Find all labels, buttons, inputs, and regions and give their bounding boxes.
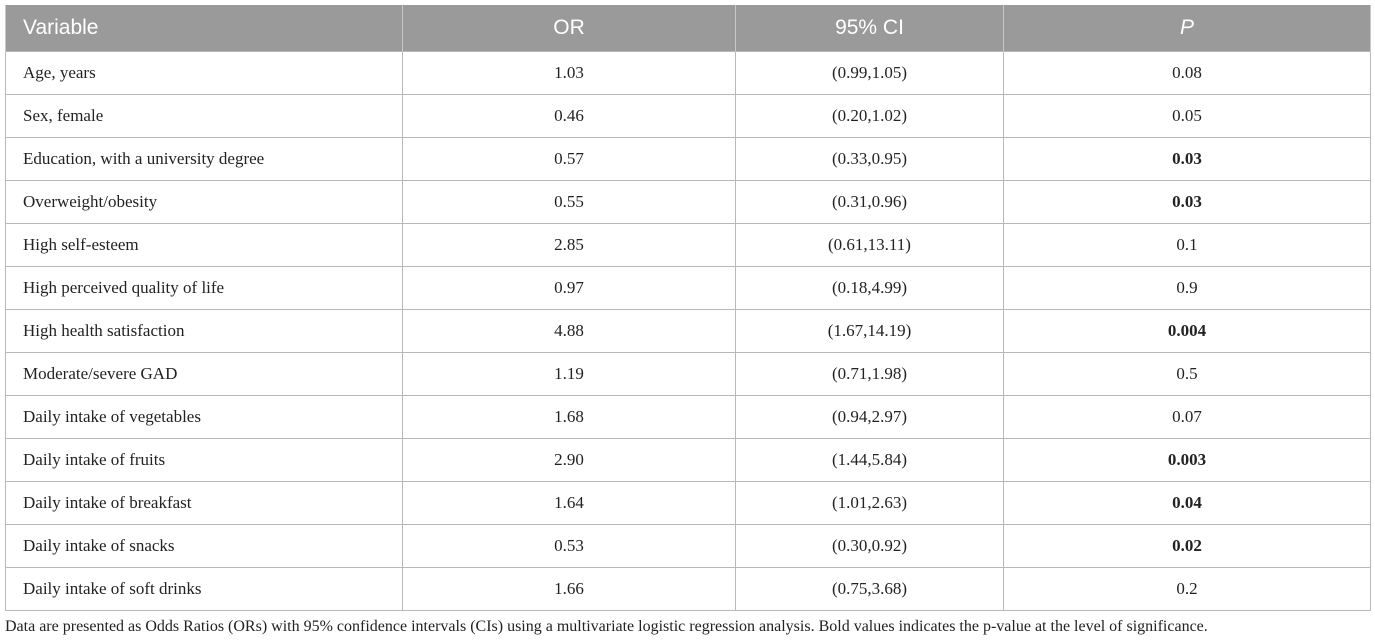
table-row: High perceived quality of life 0.97 (0.18,… (5, 266, 1371, 310)
cell-ci: (0.71,1.98) (735, 352, 1004, 396)
cell-ci: (0.99,1.05) (735, 51, 1004, 95)
header-p: P (1003, 5, 1371, 52)
cell-p: 0.03 (1003, 137, 1371, 181)
cell-ci: (0.30,0.92) (735, 524, 1004, 568)
cell-or: 1.19 (402, 352, 736, 396)
table-row: Overweight/obesity 0.55 (0.31,0.96) 0.03 (5, 180, 1371, 224)
cell-p: 0.08 (1003, 51, 1371, 95)
cell-or: 2.85 (402, 223, 736, 267)
cell-p: 0.2 (1003, 567, 1371, 611)
cell-variable: High self-esteem (5, 223, 403, 267)
cell-or: 1.68 (402, 395, 736, 439)
header-ci: 95% CI (735, 5, 1004, 52)
cell-ci: (0.75,3.68) (735, 567, 1004, 611)
cell-or: 2.90 (402, 438, 736, 482)
cell-variable: Daily intake of soft drinks (5, 567, 403, 611)
cell-p: 0.5 (1003, 352, 1371, 396)
cell-variable: High health satisfaction (5, 309, 403, 353)
cell-or: 4.88 (402, 309, 736, 353)
table-row: Moderate/severe GAD 1.19 (0.71,1.98) 0.5 (5, 352, 1371, 396)
cell-or: 1.64 (402, 481, 736, 525)
cell-or: 0.55 (402, 180, 736, 224)
cell-variable: Daily intake of breakfast (5, 481, 403, 525)
cell-ci: (1.44,5.84) (735, 438, 1004, 482)
cell-variable: Daily intake of vegetables (5, 395, 403, 439)
cell-p: 0.03 (1003, 180, 1371, 224)
cell-variable: Education, with a university degree (5, 137, 403, 181)
table-row: Sex, female 0.46 (0.20,1.02) 0.05 (5, 94, 1371, 138)
cell-ci: (0.61,13.11) (735, 223, 1004, 267)
table-row: High health satisfaction 4.88 (1.67,14.19)… (5, 309, 1371, 353)
table-row: Education, with a university degree 0.57(… (5, 137, 1371, 181)
cell-or: 0.97 (402, 266, 736, 310)
cell-p: 0.05 (1003, 94, 1371, 138)
cell-or: 0.46 (402, 94, 736, 138)
table-footnote: Data are presented as Odds Ratios (ORs) … (5, 618, 1208, 635)
cell-p: 0.1 (1003, 223, 1371, 267)
odds-ratio-table: Variable OR 95% CI P Age, years 1.03 (0.99… (5, 5, 1371, 611)
table-row: Daily intake of vegetables 1.68 (0.94,2.97… (5, 395, 1371, 439)
cell-p: 0.07 (1003, 395, 1371, 439)
table-row: High self-esteem 2.85 (0.61,13.11) 0.1 (5, 223, 1371, 267)
header-or: OR (402, 5, 736, 52)
cell-variable: Overweight/obesity (5, 180, 403, 224)
cell-variable: Sex, female (5, 94, 403, 138)
cell-p: 0.004 (1003, 309, 1371, 353)
cell-ci: (0.33,0.95) (735, 137, 1004, 181)
header-variable: Variable (5, 5, 403, 52)
cell-or: 1.66 (402, 567, 736, 611)
table-row: Daily intake of fruits 2.90 (1.44,5.84) 0.0… (5, 438, 1371, 482)
cell-p: 0.9 (1003, 266, 1371, 310)
cell-variable: Daily intake of fruits (5, 438, 403, 482)
cell-variable: High perceived quality of life (5, 266, 403, 310)
cell-variable: Daily intake of snacks (5, 524, 403, 568)
table-row: Daily intake of snacks 0.53 (0.30,0.92) 0.0… (5, 524, 1371, 568)
cell-p: 0.02 (1003, 524, 1371, 568)
cell-or: 1.03 (402, 51, 736, 95)
table-row: Daily intake of soft drinks 1.66 (0.75,3.6… (5, 567, 1371, 611)
cell-or: 0.53 (402, 524, 736, 568)
cell-ci: (0.18,4.99) (735, 266, 1004, 310)
cell-ci: (0.20,1.02) (735, 94, 1004, 138)
cell-p: 0.003 (1003, 438, 1371, 482)
cell-or: 0.57 (402, 137, 736, 181)
results-table-container: Variable OR 95% CI P Age, years 1.03 (0.99… (5, 5, 1371, 611)
cell-variable: Age, years (5, 51, 403, 95)
cell-ci: (1.67,14.19) (735, 309, 1004, 353)
table-row: Daily intake of breakfast 1.64 (1.01,2.63)… (5, 481, 1371, 525)
table-row: Age, years 1.03 (0.99,1.05) 0.08 (5, 51, 1371, 95)
cell-ci: (0.31,0.96) (735, 180, 1004, 224)
cell-ci: (1.01,2.63) (735, 481, 1004, 525)
cell-p: 0.04 (1003, 481, 1371, 525)
table-header-row: Variable OR 95% CI P (5, 5, 1371, 52)
cell-variable: Moderate/severe GAD (5, 352, 403, 396)
table-body: Age, years 1.03 (0.99,1.05) 0.08 Sex, female… (5, 51, 1371, 611)
cell-ci: (0.94,2.97) (735, 395, 1004, 439)
